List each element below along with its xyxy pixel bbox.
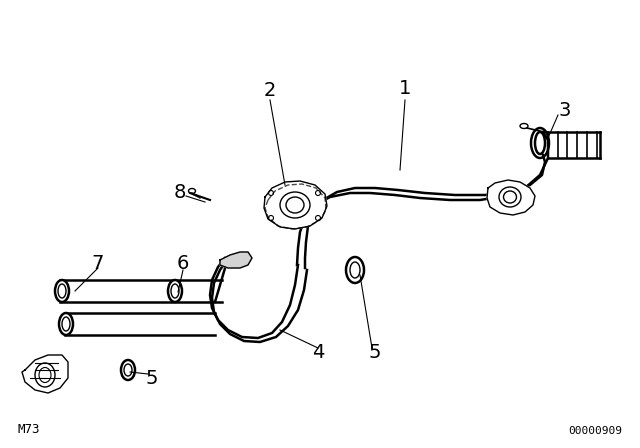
Ellipse shape bbox=[168, 280, 182, 302]
Text: 3: 3 bbox=[559, 100, 571, 120]
Polygon shape bbox=[220, 252, 252, 268]
Text: 1: 1 bbox=[399, 78, 411, 98]
Text: 00000909: 00000909 bbox=[568, 426, 622, 436]
Ellipse shape bbox=[121, 360, 135, 380]
Text: 2: 2 bbox=[264, 81, 276, 99]
Text: 6: 6 bbox=[177, 254, 189, 272]
Polygon shape bbox=[487, 180, 535, 215]
Text: 5: 5 bbox=[146, 369, 158, 388]
Text: 4: 4 bbox=[312, 343, 324, 362]
Ellipse shape bbox=[55, 280, 69, 302]
Text: 7: 7 bbox=[92, 254, 104, 272]
Text: M73: M73 bbox=[18, 423, 40, 436]
Text: 8: 8 bbox=[174, 182, 186, 202]
Text: 5: 5 bbox=[369, 343, 381, 362]
Ellipse shape bbox=[346, 257, 364, 283]
Polygon shape bbox=[264, 181, 327, 229]
Polygon shape bbox=[22, 355, 68, 393]
Ellipse shape bbox=[59, 313, 73, 335]
